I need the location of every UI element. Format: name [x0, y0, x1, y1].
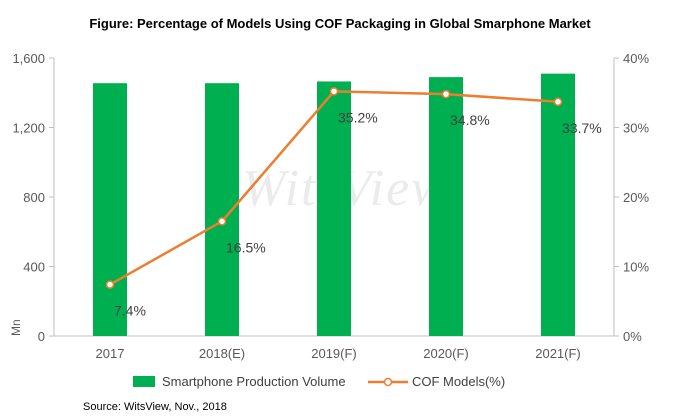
- cof-point: [329, 87, 339, 96]
- legend-label-bars: Smartphone Production Volume: [162, 374, 346, 389]
- y-axis-unit: Mn: [9, 319, 23, 336]
- legend: Smartphone Production Volume COF Models(%…: [133, 374, 505, 389]
- cof-data-label: 35.2%: [338, 109, 378, 125]
- y-left-tick-label: 0: [38, 329, 45, 344]
- legend-swatch-bars: [133, 376, 155, 387]
- y-right-tick-label: 40%: [623, 51, 649, 66]
- x-tick-label: 2017: [96, 346, 125, 361]
- y-left-tick-label: 800: [23, 190, 45, 205]
- bar: [93, 83, 127, 336]
- y-left-tick-label: 400: [23, 260, 45, 275]
- cof-data-label: 33.7%: [562, 120, 602, 136]
- cof-point: [105, 280, 115, 289]
- chart-title: Figure: Percentage of Models Using COF P…: [89, 16, 591, 31]
- cof-point: [217, 217, 227, 226]
- cof-data-label: 16.5%: [226, 239, 266, 255]
- x-tick-label: 2020(F): [423, 346, 469, 361]
- bar: [541, 73, 575, 336]
- source-note: Source: WitsView, Nov., 2018: [83, 401, 227, 413]
- cof-point: [441, 89, 451, 99]
- legend-swatch-marker: [383, 377, 393, 387]
- legend-label-line: COF Models(%): [412, 374, 505, 389]
- bar: [205, 83, 239, 336]
- cof-data-label: 34.8%: [450, 112, 490, 128]
- y-right-tick-label: 20%: [623, 190, 649, 205]
- bar: [429, 77, 463, 337]
- y-left-tick-label: 1,600: [12, 51, 45, 66]
- plot-area: 0 400 800 1,200 1,600 0% 10% 20% 30% 40% Mn 2017 201…: [9, 51, 649, 361]
- y-left-tick-label: 1,200: [12, 121, 45, 136]
- y-right-tick-label: 30%: [623, 121, 649, 136]
- x-tick-label: 2019(F): [311, 346, 357, 361]
- cof-point: [553, 97, 563, 107]
- x-tick-label: 2021(F): [535, 346, 581, 361]
- cof-data-label: 7.4%: [114, 303, 146, 319]
- x-tick-label: 2018(E): [199, 346, 245, 361]
- y-right-tick-label: 10%: [623, 260, 649, 275]
- y-right-tick-label: 0%: [623, 329, 642, 344]
- bar: [317, 81, 351, 336]
